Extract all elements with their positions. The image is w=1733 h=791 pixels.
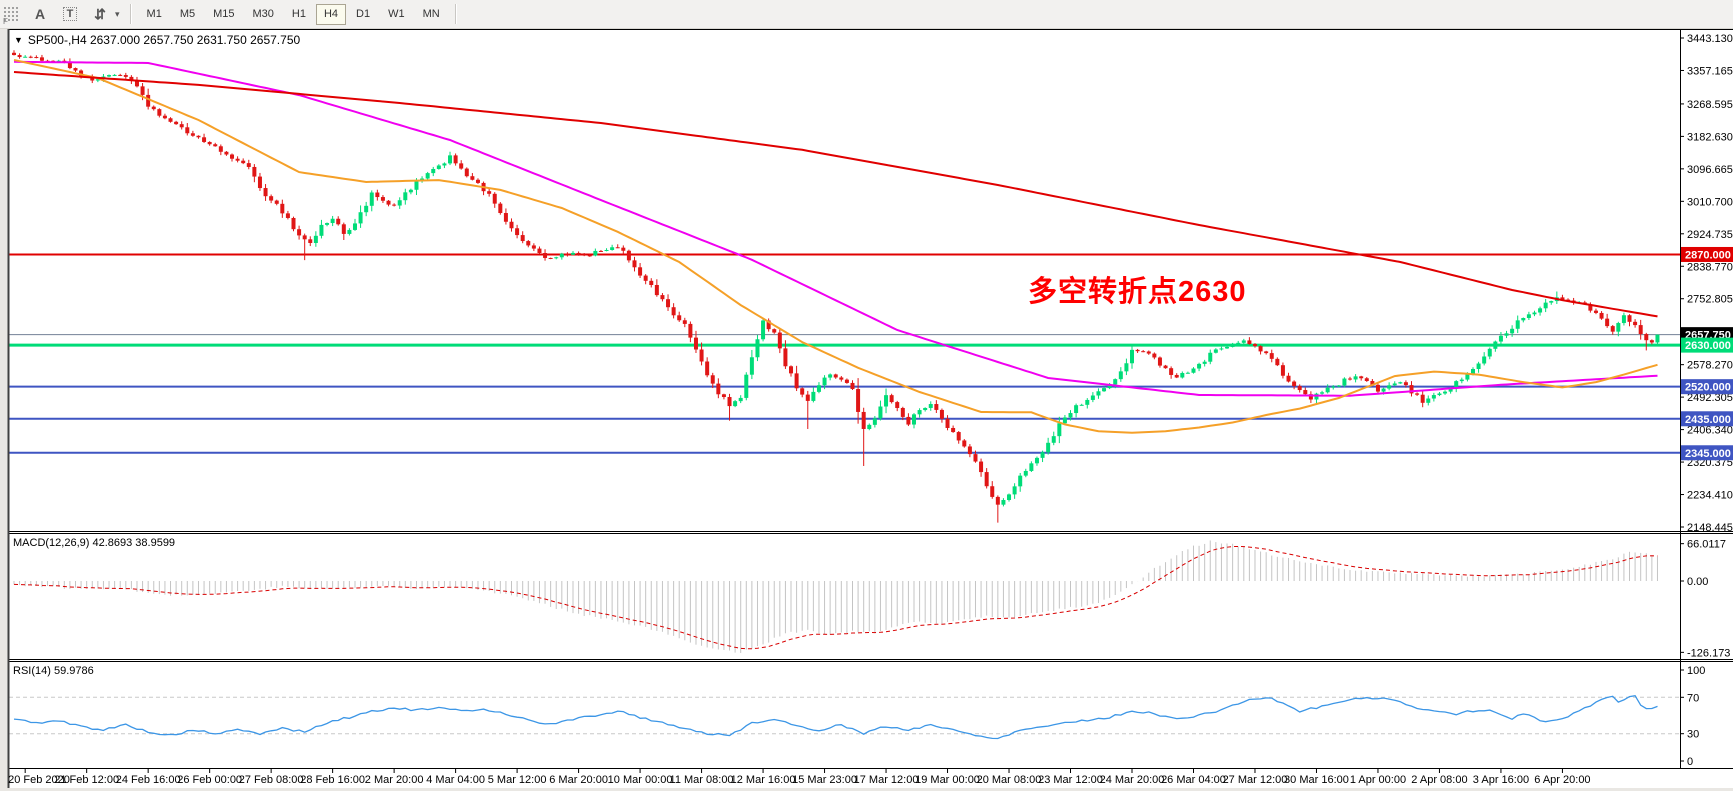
moving-average-slow[interactable]	[13, 71, 1658, 318]
time-tick-label: 24 Feb 16:00	[116, 774, 181, 786]
rsi-indicator-label: RSI(14) 59.9786	[13, 665, 94, 677]
toolbar-grip-icon[interactable]: F	[3, 6, 19, 26]
timeframe-button-w1[interactable]: W1	[380, 4, 413, 25]
rsi-tick-label: 30	[1687, 729, 1699, 741]
font-tool-label: A	[34, 6, 46, 22]
time-tick-label: 21 Feb 12:00	[54, 774, 119, 786]
time-tick-label: 27 Feb 08:00	[239, 774, 304, 786]
price-badge-label: 2520.000	[1685, 382, 1731, 394]
time-tick-label: 24 Mar 20:00	[1100, 774, 1165, 786]
chart-title-text: SP500-,H4 2637.000 2657.750 2631.750 265…	[27, 33, 301, 47]
price-badge	[1681, 246, 1733, 262]
macd-histogram	[13, 540, 1658, 653]
price-tick-label: 2234.410	[1687, 490, 1733, 502]
price-tick-label: 3010.700	[1687, 196, 1733, 208]
time-tick-label: 26 Feb 00:00	[177, 774, 242, 786]
timeframe-button-h1[interactable]: H1	[284, 4, 314, 25]
symbol-dropdown-icon[interactable]: ▼	[14, 35, 23, 45]
rsi-tick-label: 70	[1687, 692, 1699, 704]
main-price-panel[interactable]	[9, 50, 1680, 523]
rsi-tick-label: 0	[1687, 756, 1693, 768]
price-badge-label: 2870.000	[1685, 249, 1731, 261]
time-tick-label: 6 Apr 20:00	[1534, 774, 1590, 786]
text-label-tool-icon[interactable]: T	[57, 2, 83, 26]
time-tick-label: 11 Mar 08:00	[670, 774, 734, 786]
price-tick-label: 2148.445	[1687, 522, 1733, 534]
macd-signal-line	[13, 546, 1658, 650]
price-tick-label: 2406.340	[1687, 425, 1733, 437]
price-tick-label: 2752.805	[1687, 294, 1733, 306]
timeframe-button-m30[interactable]: M30	[245, 4, 282, 25]
cursor-arrows-label: ⇵	[94, 5, 106, 22]
timeframe-button-m5[interactable]: M5	[172, 4, 203, 25]
time-tick-label: 5 Mar 12:00	[488, 774, 547, 786]
price-badge-label: 2630.000	[1685, 340, 1731, 352]
timeframe-button-group: M1 M5 M15 M30 H1 H4 D1 W1 MN	[138, 3, 449, 25]
price-tick-label: 2924.735	[1687, 229, 1733, 241]
text-label-tool-label: T	[62, 7, 78, 21]
price-axis[interactable]: 3443.130 3357.165 3268.595 3182.630 3096.665…	[1680, 33, 1733, 768]
time-tick-label: 30 Mar 16:00	[1284, 774, 1349, 786]
price-badge-label: 2345.000	[1685, 448, 1731, 460]
rsi-tick-label: 100	[1687, 665, 1705, 677]
timeframe-button-h4[interactable]: H4	[315, 3, 347, 25]
rsi-line	[13, 694, 1658, 740]
toolbar: F A T ⇵ ▾ M1 M5 M15 M30 H1 H4 D1 W1 MN	[0, 0, 1733, 29]
time-tick-label: 20 Feb 2020	[8, 774, 70, 786]
time-tick-label: 1 Apr 00:00	[1350, 774, 1406, 786]
price-tick-label: 3268.595	[1687, 99, 1733, 111]
time-tick-label: 2 Apr 08:00	[1411, 774, 1467, 786]
time-tick-label: 20 Mar 08:00	[977, 774, 1042, 786]
price-badge-label: 2435.000	[1685, 414, 1731, 426]
time-tick-label: 10 Mar 00:00	[608, 774, 673, 786]
cursor-arrows-icon[interactable]: ⇵	[87, 2, 113, 26]
font-tool-icon[interactable]: A	[27, 2, 53, 26]
chart-text-annotation[interactable]: 多空转折点2630	[1028, 276, 1247, 308]
price-badge	[1681, 379, 1733, 395]
price-tick-label: 2578.270	[1687, 360, 1733, 372]
time-tick-label: 3 Apr 16:00	[1473, 774, 1529, 786]
timeframe-button-m15[interactable]: M15	[205, 4, 242, 25]
macd-tick-label: -126.173	[1687, 647, 1730, 659]
price-tick-label: 3182.630	[1687, 131, 1733, 143]
time-tick-label: 2 Mar 20:00	[365, 774, 424, 786]
macd-tick-label: 66.0117	[1687, 539, 1726, 551]
time-tick-label: 26 Mar 04:00	[1161, 774, 1226, 786]
time-tick-label: 17 Mar 12:00	[854, 774, 919, 786]
timeframe-button-d1[interactable]: D1	[348, 4, 378, 25]
macd-indicator-label: MACD(12,26,9) 42.8693 38.9599	[13, 537, 176, 549]
time-tick-label: 19 Mar 00:00	[915, 774, 980, 786]
time-tick-label: 4 Mar 04:00	[426, 774, 485, 786]
macd-panel[interactable]	[13, 540, 1658, 653]
price-tick-label: 2492.305	[1687, 392, 1733, 404]
moving-average-fast[interactable]	[13, 59, 1658, 434]
macd-tick-label: 0.00	[1687, 576, 1708, 588]
rsi-panel[interactable]	[9, 694, 1680, 740]
candlestick-series	[12, 50, 1660, 523]
time-tick-label: 23 Mar 12:00	[1038, 774, 1103, 786]
tool-dropdown-caret-icon[interactable]: ▾	[115, 8, 120, 19]
time-tick-label: 6 Mar 20:00	[549, 774, 608, 786]
timeframe-button-m1[interactable]: M1	[139, 4, 170, 25]
price-tick-label: 3443.130	[1687, 33, 1733, 45]
time-tick-label: 12 Mar 16:00	[731, 774, 796, 786]
time-tick-label: 27 Mar 12:00	[1223, 774, 1288, 786]
price-badge	[1681, 445, 1733, 461]
toolbar-grip-label: F	[3, 17, 8, 26]
price-tick-label: 2838.770	[1687, 261, 1733, 273]
toolbar-separator	[454, 4, 457, 24]
timeframe-button-mn[interactable]: MN	[415, 4, 448, 25]
price-badge	[1681, 337, 1733, 353]
time-tick-label: 15 Mar 23:00	[792, 774, 857, 786]
time-tick-label: 28 Feb 16:00	[300, 774, 365, 786]
chart-title: ▼ SP500-,H4 2637.000 2657.750 2631.750 26…	[14, 33, 300, 47]
price-tick-label: 3357.165	[1687, 65, 1733, 77]
toolbar-separator	[129, 4, 132, 24]
price-badge	[1681, 411, 1733, 427]
price-tick-label: 3096.665	[1687, 164, 1733, 176]
